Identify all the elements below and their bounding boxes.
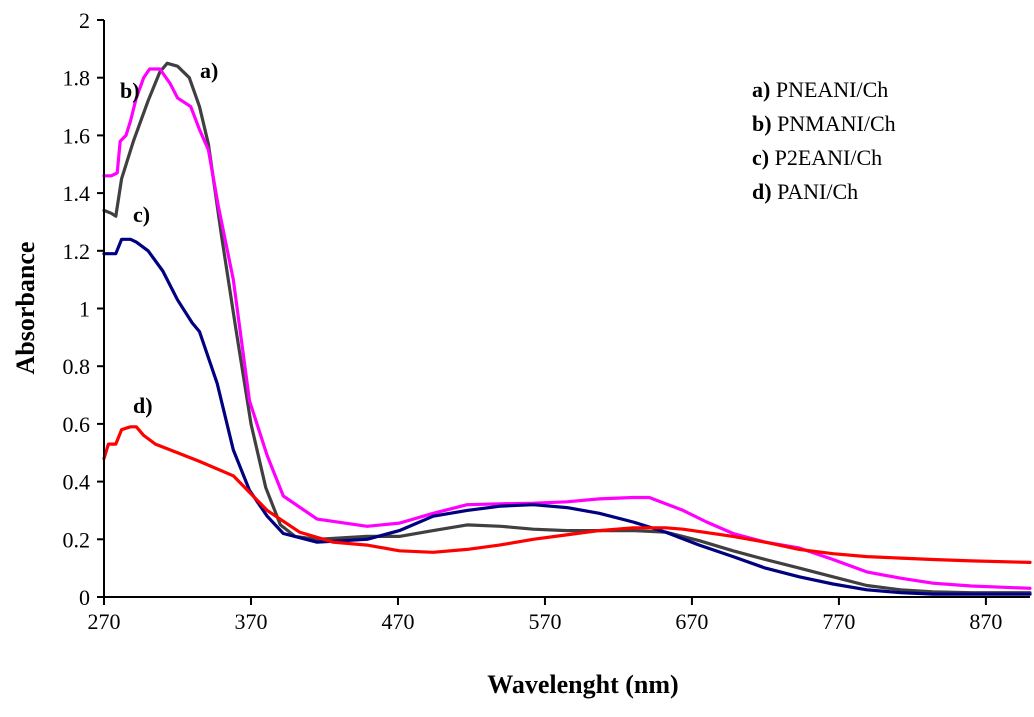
y-tick-label: 1.8 [63,66,91,91]
legend-item-a: a) PNEANI/Ch [752,77,888,102]
series-layer [102,61,1032,596]
x-tick-label: 370 [234,609,267,634]
y-tick-label: 0.6 [63,412,91,437]
curve-label-a: a) [200,58,218,83]
legend: a) PNEANI/Ch b) PNMANI/Ch c) P2EANI/Ch d… [752,77,896,204]
x-tick-label: 770 [822,609,855,634]
x-tick-label: 670 [675,609,708,634]
y-tick-label: 0.4 [63,470,91,495]
curve-label-d: d) [133,393,153,418]
legend-item-b: b) PNMANI/Ch [752,111,896,136]
x-axis-label: Wavelenght (nm) [487,670,678,699]
x-tick-label: 270 [88,609,121,634]
x-ticks: 270 370 470 570 670 770 870 [88,597,1002,634]
series-line-b [102,67,1032,590]
x-tick-label: 470 [381,609,414,634]
series-line-c [102,237,1032,596]
x-tick-label: 870 [969,609,1002,634]
y-tick-label: 0.2 [63,527,91,552]
series-line-d [102,425,1032,565]
y-ticks: 0 0.2 0.4 0.6 0.8 1 1.2 1.4 1.6 1.8 2 [63,8,104,610]
y-tick-label: 1 [79,297,90,322]
legend-item-d: d) PANI/Ch [752,179,858,204]
x-tick-label: 570 [528,609,561,634]
y-axis-label: Absorbance [11,242,40,375]
curve-label-c: c) [133,202,150,227]
y-tick-label: 0.8 [63,354,91,379]
y-tick-label: 1.2 [63,239,91,264]
curve-label-b: b) [120,78,140,103]
curve-labels: a) b) c) d) [120,58,218,418]
legend-item-c: c) P2EANI/Ch [752,145,882,170]
series-line-a [102,61,1032,595]
y-tick-label: 1.6 [63,123,91,148]
y-tick-label: 0 [79,585,90,610]
y-tick-label: 2 [79,8,90,33]
y-tick-label: 1.4 [63,181,91,206]
